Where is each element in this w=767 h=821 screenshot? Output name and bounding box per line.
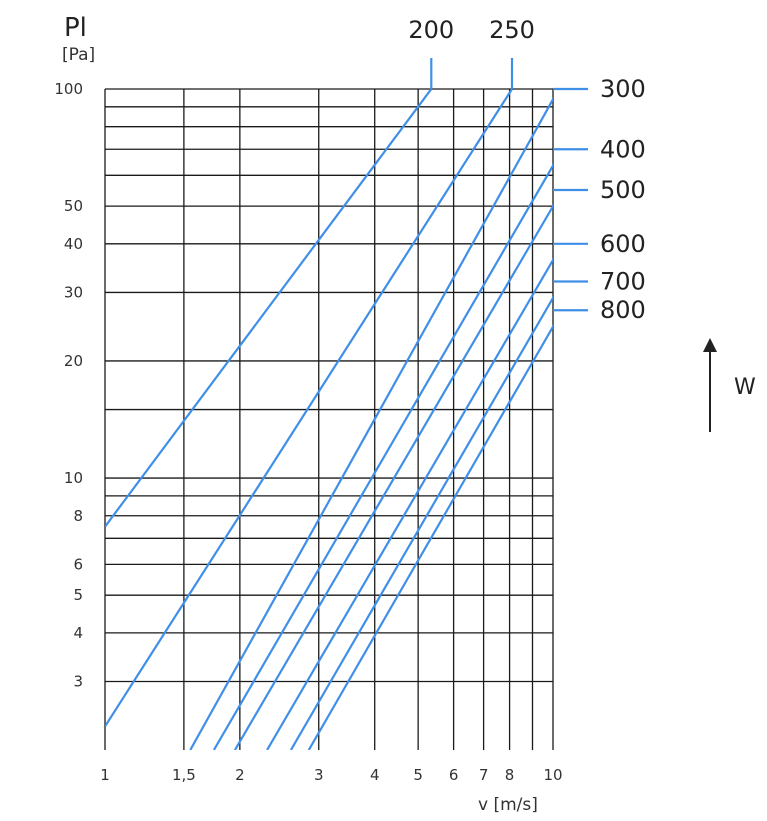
series-line-200 — [105, 89, 433, 528]
x-tick-label: 7 — [479, 766, 489, 784]
y-tick-label: 3 — [73, 672, 83, 690]
side-annotation: W — [734, 375, 756, 400]
x-axis-label: v [m/s] — [478, 795, 538, 815]
x-tick-label: 3 — [314, 766, 324, 784]
x-tick-label: 5 — [413, 766, 423, 784]
y-tick-label: 100 — [54, 80, 83, 98]
y-tick-label: 5 — [73, 586, 83, 604]
x-tick-label: 4 — [370, 766, 380, 784]
x-tick-label: 8 — [505, 766, 515, 784]
x-tick-label: 1,5 — [172, 766, 196, 784]
series-lines — [105, 89, 553, 750]
y-tick-label: 8 — [73, 507, 83, 525]
series-label: 300 — [600, 75, 646, 103]
series-line-800 — [307, 324, 553, 750]
y-axis-label: Pl — [64, 13, 87, 43]
series-line-500 — [233, 204, 553, 750]
series-line-400 — [212, 163, 553, 750]
series-line-700 — [289, 295, 553, 750]
y-tick-label: 40 — [64, 235, 83, 253]
series-label: 500 — [600, 176, 646, 204]
series-label: 700 — [600, 268, 646, 296]
series-line-600 — [266, 257, 553, 750]
series-label: 600 — [600, 230, 646, 258]
series-label: 200 — [408, 16, 454, 44]
x-tick-label: 6 — [449, 766, 459, 784]
series-label: 800 — [600, 296, 646, 324]
up-arrow-icon — [703, 338, 717, 432]
series-line-250 — [105, 89, 513, 727]
x-tick-label: 2 — [235, 766, 245, 784]
grid — [104, 88, 554, 750]
series-line-300 — [189, 97, 553, 750]
y-tick-label: 20 — [64, 352, 83, 370]
y-tick-label: 4 — [73, 624, 83, 642]
series-label: 400 — [600, 135, 646, 163]
x-tick-label: 10 — [543, 766, 562, 784]
x-tick-label: 1 — [100, 766, 110, 784]
y-tick-label: 50 — [64, 197, 83, 215]
series-label: 250 — [489, 16, 535, 44]
y-axis-unit: [Pa] — [62, 45, 95, 65]
y-tick-label: 30 — [64, 283, 83, 301]
y-tick-label: 10 — [64, 469, 83, 487]
y-tick-label: 6 — [73, 555, 83, 573]
